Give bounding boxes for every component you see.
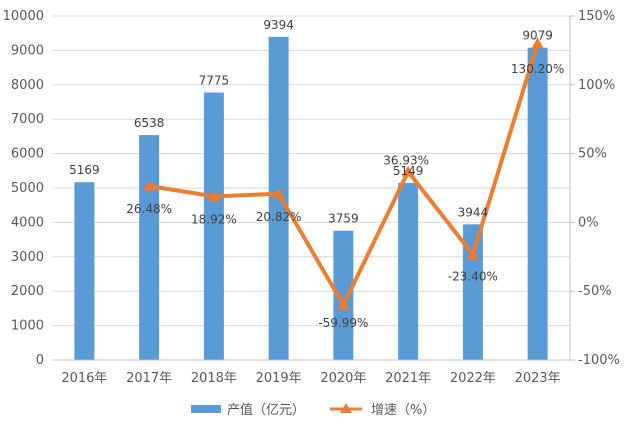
right-axis-tick-label: 0% [578,215,599,230]
growth-marker [143,179,156,191]
left-axis-tick-label: 4000 [11,215,44,230]
bar [398,182,419,360]
x-axis-tick-label: 2017年 [126,371,172,386]
growth-value-label: -59.99% [318,316,368,330]
right-axis-tick-label: 150% [578,9,615,24]
bar [203,92,224,360]
growth-marker [466,248,479,260]
growth-marker [402,165,415,177]
left-axis-tick-label: 8000 [11,78,44,93]
legend-bar-label: 产值（亿元） [227,402,305,418]
growth-value-label: 20.82% [256,210,302,224]
line-data-labels: 26.48% 18.92% 20.82% -59.99% 36.93% -23.40% 13… [126,62,564,330]
left-y-axis: 0 1000 2000 3000 4000 5000 6000 7000 8000 9000 100… [3,9,44,368]
bar-data-labels: 5169 6538 7775 9394 3759 5149 3944 9079 [69,18,553,226]
bar [527,47,548,360]
growth-value-label: 26.48% [126,202,172,216]
growth-marker [337,298,350,310]
bar [74,182,95,360]
bar [333,230,354,360]
x-axis-tick-label: 2018年 [191,371,237,386]
growth-value-label: -23.40% [448,270,498,284]
left-axis-tick-label: 3000 [11,250,44,265]
bar-series [74,36,548,360]
legend-line-label: 增速（%） [371,403,435,418]
left-axis-tick-label: 6000 [11,147,44,162]
bar-value-label: 5149 [393,164,424,178]
legend: 产值（亿元） 增速（%） [191,402,435,418]
growth-marker [531,37,544,49]
right-axis-tick-label: 100% [578,78,615,93]
legend-triangle-marker [340,403,352,413]
bar-value-label: 3944 [458,205,489,219]
line-series [143,37,544,310]
bar-value-label: 6538 [134,116,165,130]
x-axis-tick-label: 2020年 [320,371,366,386]
bar-value-label: 9394 [263,18,294,32]
right-axis-tick-label: 50% [578,147,607,162]
x-axis-tick-label: 2022年 [450,371,496,386]
x-axis-tick-label: 2021年 [385,371,431,386]
bar-value-label: 5169 [69,163,100,177]
bar-value-label: 3759 [328,212,359,226]
bar-value-label: 7775 [199,74,230,88]
growth-marker [272,187,285,199]
growth-value-label: 18.92% [191,212,237,226]
right-y-axis: -100% -50% 0% 50% 100% 150% [569,9,620,368]
left-axis-tick-label: 9000 [11,43,44,58]
right-axis-tick-label: -100% [578,353,620,368]
bar-value-label: 9079 [522,29,553,43]
growth-marker [207,190,220,202]
left-axis-tick-label: 1000 [11,319,44,334]
left-axis-tick-label: 0 [36,353,44,368]
x-axis-tick-label: 2023年 [515,371,561,386]
x-axis-tick-label: 2019年 [256,371,302,386]
left-axis-tick-label: 10000 [3,9,44,24]
growth-value-label: 36.93% [383,154,429,168]
left-axis-tick-label: 2000 [11,284,44,299]
left-axis-tick-label: 7000 [11,112,44,127]
right-axis-tick-label: -50% [578,284,612,299]
legend-bar-swatch [191,405,221,413]
x-axis: 2016年 2017年 2018年 2019年 2020年 2021年 2022年 2023年 [52,359,570,386]
bar [139,135,160,360]
left-axis-tick-label: 5000 [11,181,44,196]
gridlines [52,15,570,327]
x-axis-tick-label: 2016年 [61,371,107,386]
growth-value-label: 130.20% [511,62,564,76]
